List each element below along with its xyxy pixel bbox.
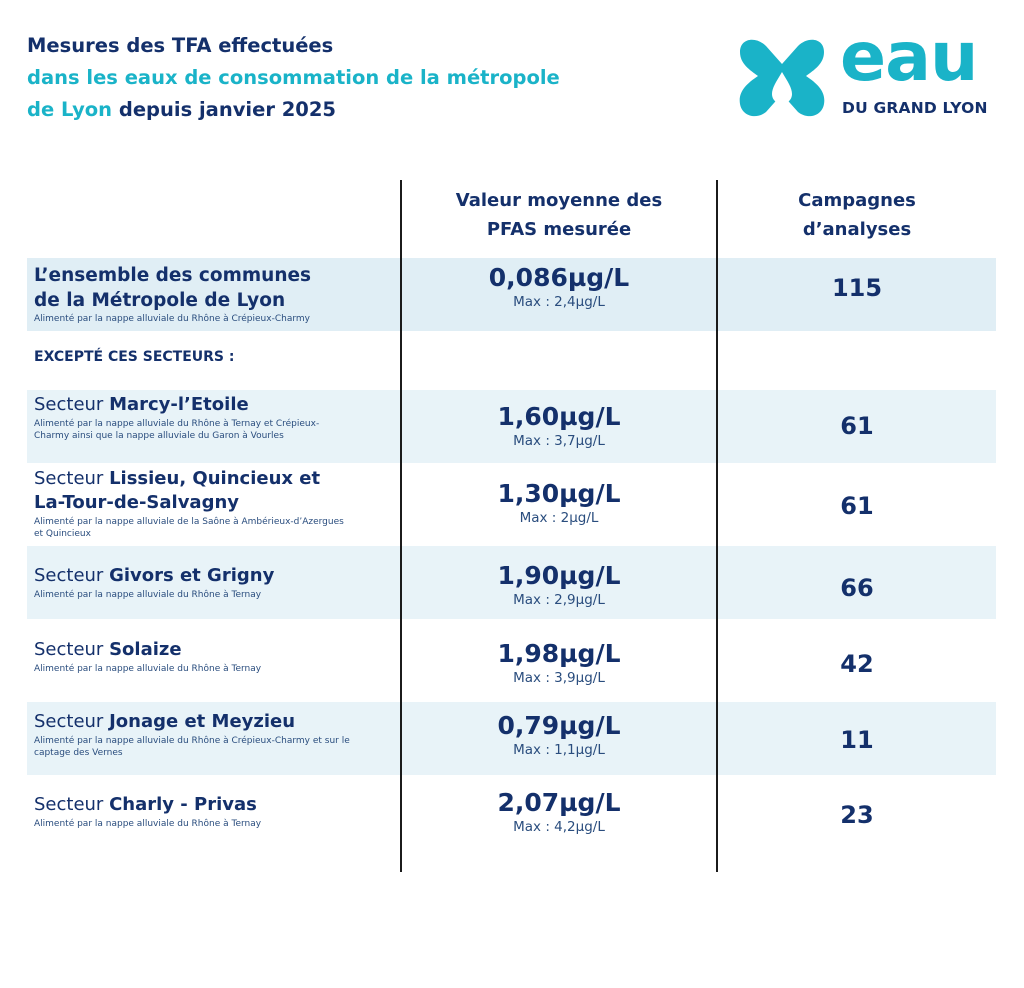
row-value: 1,60µg/L [497,402,621,431]
summary-count: 115 [831,274,883,302]
row-count: 11 [840,726,874,754]
row-value-cell: 1,90µg/L Max : 2,9µg/L [402,561,716,609]
summary-name-line-1: L’ensemble des communes [34,265,312,286]
summary-name-line-2: de la Métropole de Lyon [34,290,286,311]
header-campaigns-line-1: Campagnes [798,190,916,211]
row-name: Jonage et Meyzieu [109,711,296,732]
water-drop-logo-icon [739,39,825,117]
row-name: Solaize [109,639,182,660]
row-count: 61 [840,492,874,520]
row-name: Lissieu, Quincieux et La-Tour-de-Salvagn… [34,468,321,513]
header-campaigns: Campagnes d’analyses [718,186,996,244]
title-line-1: Mesures des TFA effectuées [27,34,334,57]
row-value-cell: 2,07µg/L Max : 4,2µg/L [402,788,716,836]
row-value-cell: 1,98µg/L Max : 3,9µg/L [402,639,716,687]
row-value-cell: 1,60µg/L Max : 3,7µg/L [402,402,716,450]
row-max: Max : 1,1µg/L [513,742,605,758]
row-prefix: Secteur [34,639,110,660]
row-count: 23 [840,801,874,829]
row-max: Max : 2,9µg/L [513,592,605,608]
row-max: Max : 3,7µg/L [513,433,605,449]
header-average-value: Valeur moyenne des PFAS mesurée [402,186,716,244]
row-max: Max : 3,9µg/L [513,670,605,686]
summary-value: 0,086µg/L [488,263,630,292]
title-line-3-rest: depuis janvier 2025 [112,98,336,121]
row-max: Max : 2µg/L [519,510,599,526]
row-prefix: Secteur [34,565,110,586]
row-prefix: Secteur [34,394,110,415]
row-band-1 [27,390,996,463]
row-value-cell: 0,79µg/L Max : 1,1µg/L [402,711,716,759]
row-value: 2,07µg/L [497,788,621,817]
row-count: 42 [840,650,874,678]
row-count: 61 [840,412,874,440]
title-line-2: dans les eaux de consommation de la métr… [27,66,560,89]
summary-description: Alimenté par la nappe alluviale du Rhône… [34,314,310,324]
except-sectors-label: EXCEPTÉ CES SECTEURS : [34,349,235,365]
row-value-cell: 1,30µg/L Max : 2µg/L [402,479,716,527]
summary-value-cell: 0,086µg/L Max : 2,4µg/L [402,263,716,311]
row-prefix: Secteur [34,711,110,732]
row-name: Givors et Grigny [109,565,275,586]
row-value: 1,30µg/L [497,479,621,508]
table-row: Secteur Jonage et Meyzieu Alimenté par l… [34,710,389,759]
row-max: Max : 4,2µg/L [513,819,605,835]
row-description: Alimenté par la nappe alluviale du Rhône… [34,590,262,600]
header-average-value-line-1: Valeur moyenne des [455,190,663,211]
row-band-3 [27,546,996,619]
summary-max: Max : 2,4µg/L [513,294,605,310]
column-divider-1 [400,180,402,872]
page-title: Mesures des TFA effectuées dans les eaux… [27,30,667,126]
row-value: 0,79µg/L [497,711,621,740]
logo-text-eau: eau [840,18,978,97]
row-description: Alimenté par la nappe alluviale du Rhône… [34,664,262,674]
row-band-summary [27,258,996,331]
row-name: Marcy-l’Etoile [109,394,249,415]
row-value: 1,90µg/L [497,561,621,590]
logo-text-sub: DU GRAND LYON [842,99,988,117]
table-row: Secteur Charly - Privas Alimenté par la … [34,793,389,830]
table-row: Secteur Lissieu, Quincieux et La-Tour-de… [34,467,389,540]
table-row: Secteur Solaize Alimenté par la nappe al… [34,638,389,675]
table-row: Secteur Marcy-l’Etoile Alimenté par la n… [34,393,389,442]
row-value: 1,98µg/L [497,639,621,668]
row-prefix: Secteur [34,794,110,815]
header-campaigns-line-2: d’analyses [802,219,912,240]
eau-du-grand-lyon-logo: eau DU GRAND LYON [732,18,998,120]
title-line-3: de Lyon depuis janvier 2025 [27,94,667,126]
row-prefix: Secteur [34,468,110,489]
header-average-value-line-2: PFAS mesurée [486,219,632,240]
row-description: Alimenté par la nappe alluviale du Rhône… [34,419,320,441]
row-description: Alimenté par la nappe alluviale du Rhône… [34,736,350,758]
row-band-5 [27,702,996,775]
title-line-3-accent: de Lyon [27,98,113,121]
row-description: Alimenté par la nappe alluviale de la Sa… [34,517,344,539]
column-divider-2 [716,180,718,872]
table-row: Secteur Givors et Grigny Alimenté par la… [34,564,389,601]
row-name: Charly - Privas [109,794,257,815]
row-count: 66 [840,574,874,602]
summary-row-label: L’ensemble des communes de la Métropole … [34,263,389,325]
row-description: Alimenté par la nappe alluviale du Rhône… [34,819,262,829]
